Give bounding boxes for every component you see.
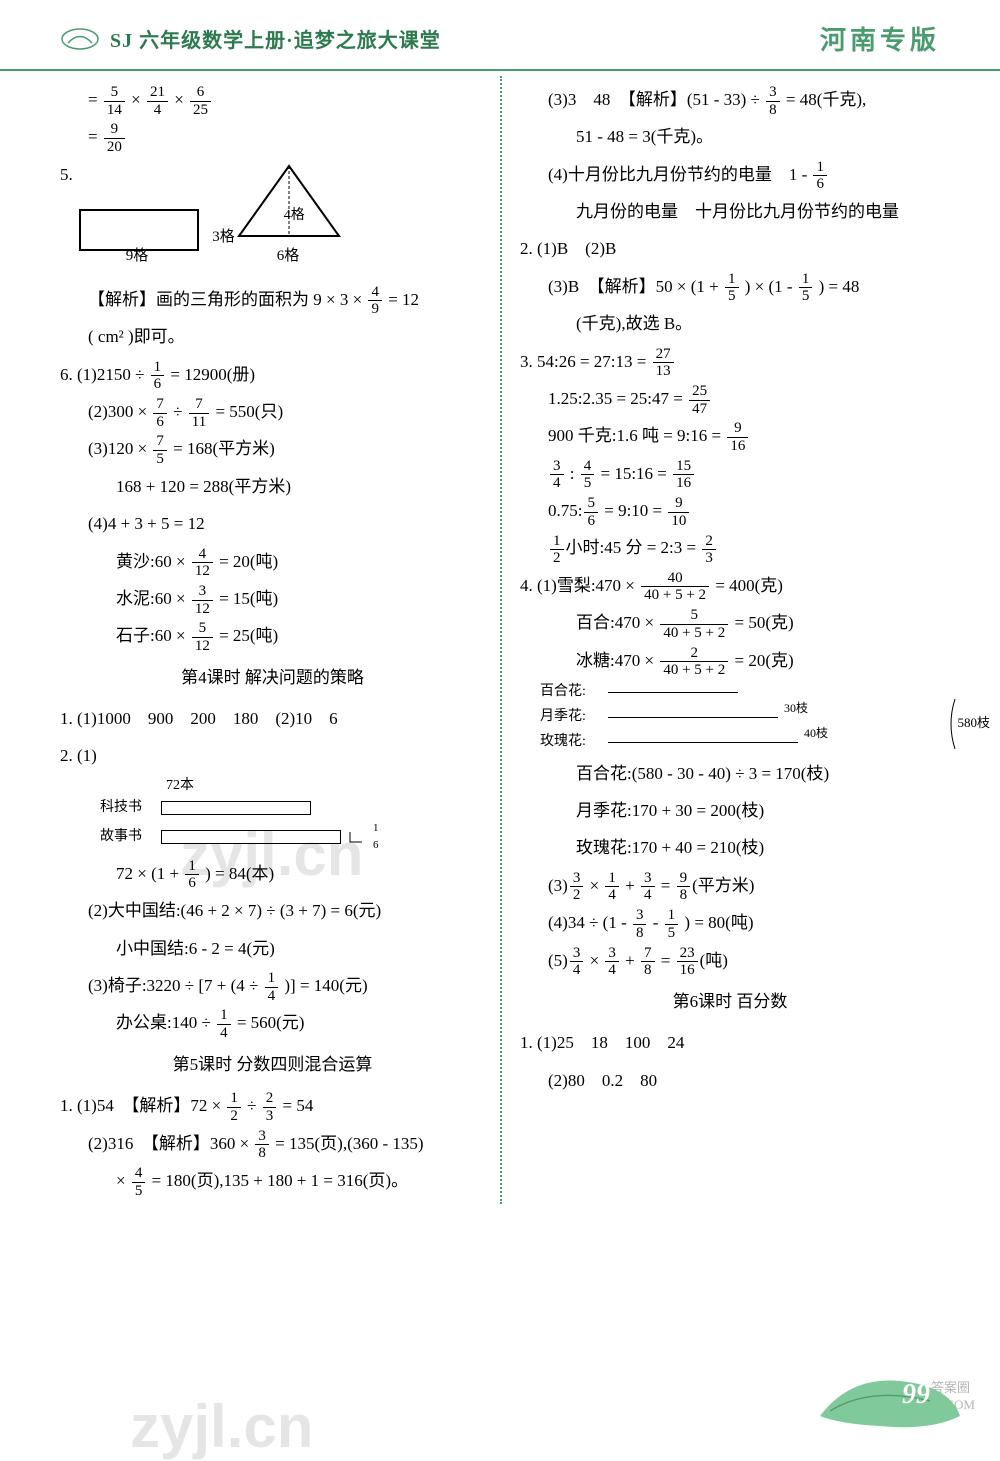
item-line: 石子:60 × 512 = 25(吨) bbox=[60, 617, 485, 654]
item-line: (5)34 × 34 + 78 = 2316(吨) bbox=[520, 942, 940, 979]
item-line: (3)32 × 14 + 34 = 98(平方米) bbox=[520, 867, 940, 904]
item-line: 72 × (1 + 16 ) = 84(本) bbox=[60, 855, 485, 892]
header-title: SJ 六年级数学上册·追梦之旅大课堂 bbox=[110, 24, 441, 53]
item-line: 900 千克:1.6 吨 = 9:16 = 916 bbox=[520, 417, 940, 454]
item-line: (2)316 【解析】360 × 38 = 135(页),(360 - 135) bbox=[60, 1125, 485, 1162]
item-line: 2. (1) bbox=[60, 737, 485, 774]
item-line: (2)80 0.2 80 bbox=[520, 1062, 940, 1099]
logo-icon bbox=[60, 25, 100, 53]
item-line: (4)34 ÷ (1 - 38 - 15 ) = 80(吨) bbox=[520, 904, 940, 941]
item-line: 4. (1)雪梨:470 × 4040 + 5 + 2 = 400(克) bbox=[520, 567, 940, 604]
column-divider bbox=[500, 76, 502, 1204]
item-line: 1. (1)54 【解析】72 × 12 ÷ 23 = 54 bbox=[60, 1087, 485, 1124]
item-line: (4)十月份比九月份节约的电量 1 - 16 bbox=[520, 156, 940, 193]
item-line: 12小时:45 分 = 2:3 = 23 bbox=[520, 529, 940, 566]
item-line: 百合:470 × 540 + 5 + 2 = 50(克) bbox=[520, 604, 940, 641]
item-line: (3)B 【解析】50 × (1 + 15 ) × (1 - 15 ) = 48 bbox=[520, 268, 940, 305]
analysis-line: 【解析】画的三角形的面积为 9 × 3 × 49 = 12 bbox=[60, 281, 485, 318]
bar-diagram: 72本 科技书 故事书16 bbox=[100, 775, 485, 855]
item-line: 1.25:2.35 = 25:47 = 2547 bbox=[520, 380, 940, 417]
item-line: 冰糖:470 × 240 + 5 + 2 = 20(克) bbox=[520, 642, 940, 679]
item-line: 168 + 120 = 288(平方米) bbox=[60, 468, 485, 505]
item-line: 玫瑰花:170 + 40 = 210(枝) bbox=[520, 829, 940, 866]
item-line: 黄沙:60 × 412 = 20(吨) bbox=[60, 543, 485, 580]
header-left: SJ 六年级数学上册·追梦之旅大课堂 bbox=[60, 24, 441, 53]
item-line: 1. (1)25 18 100 24 bbox=[520, 1024, 940, 1061]
item-line: (2)300 × 76 ÷ 711 = 550(只) bbox=[60, 393, 485, 430]
item-line: (千克),故选 B。 bbox=[520, 305, 940, 342]
figure-rectangle: 3格 9格 bbox=[79, 209, 199, 251]
eq-line: = 920 bbox=[60, 118, 485, 155]
item-line: (4)4 + 3 + 5 = 12 bbox=[60, 505, 485, 542]
item-line: (3)3 48 【解析】(51 - 33) ÷ 38 = 48(千克), bbox=[520, 81, 940, 118]
item-line: (3)椅子:3220 ÷ [7 + (4 ÷ 14 )] = 140(元) bbox=[60, 967, 485, 1004]
item-line: 2. (1)B (2)B bbox=[520, 230, 940, 267]
item-line: 3. 54:26 = 27:13 = 2713 bbox=[520, 343, 940, 380]
section-header: 第4课时 解决问题的策略 bbox=[60, 655, 485, 700]
right-column: (3)3 48 【解析】(51 - 33) ÷ 38 = 48(千克), 51 … bbox=[500, 81, 940, 1199]
item-line: × 45 = 180(页),135 + 180 + 1 = 316(页)。 bbox=[60, 1162, 485, 1199]
item-line: 6. (1)2150 ÷ 16 = 12900(册) bbox=[60, 356, 485, 393]
item-line: 九月份的电量 十月份比九月份节约的电量 bbox=[520, 193, 940, 230]
item-number: 5. bbox=[60, 156, 73, 193]
item-line: 0.75:56 = 9:10 = 910 bbox=[520, 492, 940, 529]
item-line: 小中国结:6 - 2 = 4(元) bbox=[60, 930, 485, 967]
content-area: = 514 × 214 × 625 = 920 5. 3格 9格 4格 6格 bbox=[0, 71, 1000, 1209]
item-line: 月季花:170 + 30 = 200(枝) bbox=[520, 792, 940, 829]
page-header: SJ 六年级数学上册·追梦之旅大课堂 河南专版 bbox=[0, 0, 1000, 71]
item-line: 办公桌:140 ÷ 14 = 560(元) bbox=[60, 1004, 485, 1041]
page-leaf-icon bbox=[800, 1356, 970, 1436]
page-number: 99 bbox=[902, 1379, 930, 1411]
section-header: 第5课时 分数四则混合运算 bbox=[60, 1042, 485, 1087]
item-line: (3)120 × 75 = 168(平方米) bbox=[60, 430, 485, 467]
item-line: 百合花:(580 - 30 - 40) ÷ 3 = 170(枝) bbox=[520, 755, 940, 792]
item-line: 51 - 48 = 3(千克)。 bbox=[520, 118, 940, 155]
section-header: 第6课时 百分数 bbox=[520, 979, 940, 1024]
figure-triangle: 4格 6格 bbox=[229, 161, 349, 251]
item-line: 34 : 45 = 15:16 = 1516 bbox=[520, 455, 940, 492]
eq-line: = 514 × 214 × 625 bbox=[60, 81, 485, 118]
item-line: 水泥:60 × 312 = 15(吨) bbox=[60, 580, 485, 617]
left-column: = 514 × 214 × 625 = 920 5. 3格 9格 4格 6格 bbox=[60, 81, 500, 1199]
bar-diagram-2: 百合花: 月季花:30枝 玫瑰花:40枝 580枝 bbox=[540, 679, 940, 755]
header-edition: 河南专版 bbox=[820, 20, 940, 57]
analysis-line: ( cm² )即可。 bbox=[60, 318, 485, 355]
item-line: 1. (1)1000 900 200 180 (2)10 6 bbox=[60, 700, 485, 737]
item-line: (2)大中国结:(46 + 2 × 7) ÷ (3 + 7) = 6(元) bbox=[60, 892, 485, 929]
